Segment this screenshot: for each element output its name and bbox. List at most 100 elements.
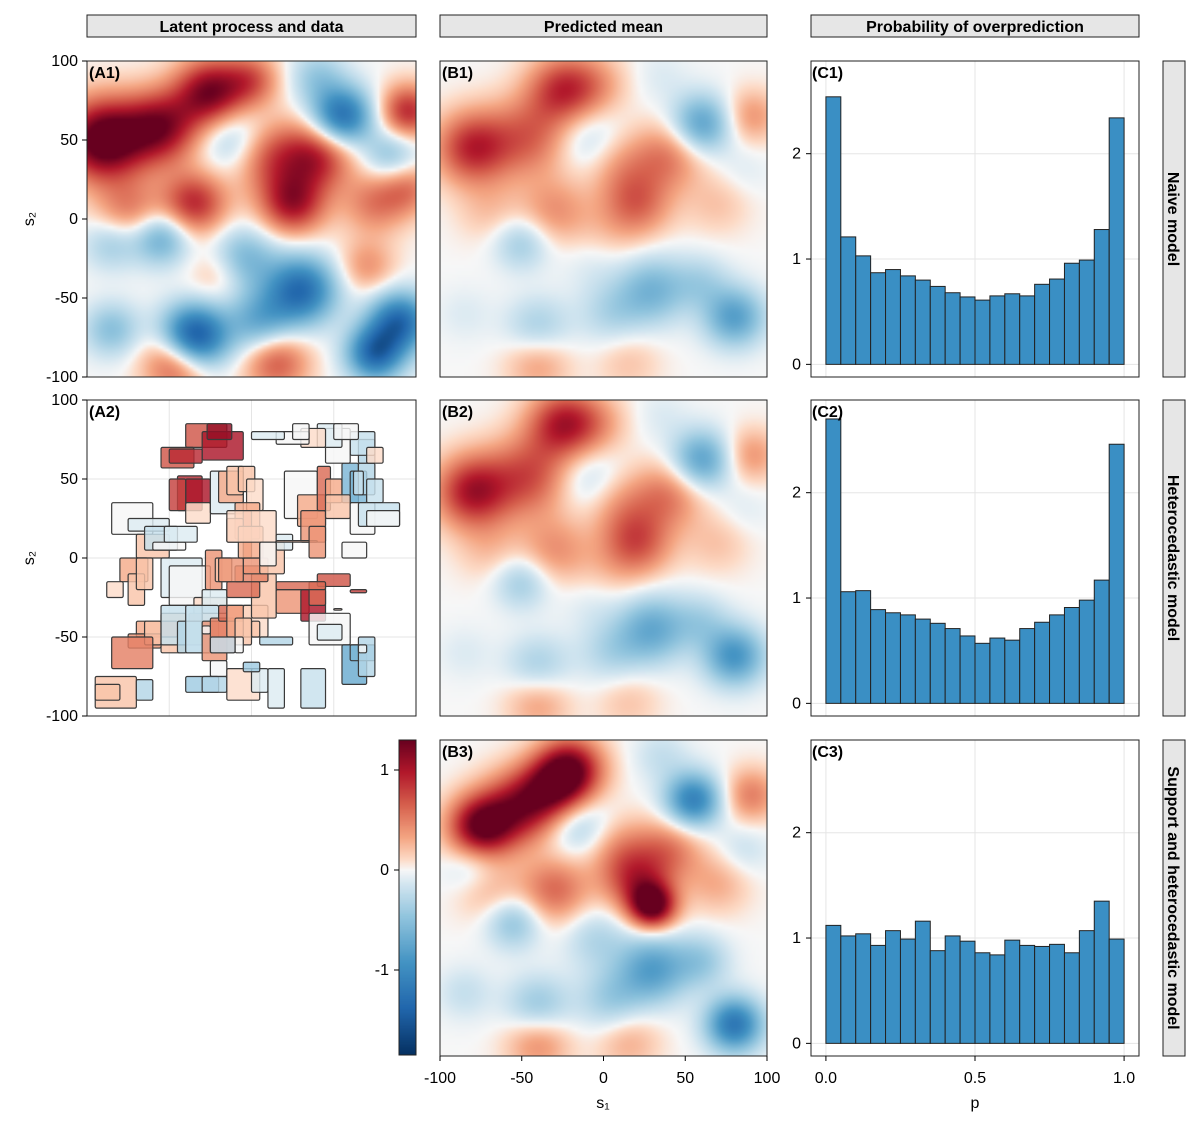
histogram-y-tick-label: 1 — [792, 251, 801, 268]
panel-label-a2: (A2) — [89, 404, 120, 421]
panel-a1: (A1) — [86, 60, 417, 378]
column-title-strips: Latent process and data Predicted mean P… — [86, 14, 1140, 38]
colorbar: 1 0 -1 — [375, 739, 417, 1056]
column-title-latent: Latent process and data — [159, 19, 343, 36]
row-title-heterocedastic: Heterocedastic model — [1164, 475, 1181, 641]
data-rectangle — [300, 667, 327, 709]
panel-a2-rects — [94, 423, 401, 709]
histogram-bar — [974, 299, 991, 365]
histogram-y-tick-label: 2 — [792, 146, 801, 163]
data-rectangle — [135, 679, 154, 701]
b3-x-tick-label: -50 — [510, 1070, 533, 1087]
data-rectangle — [185, 502, 211, 524]
histogram-bar — [1108, 443, 1125, 704]
histogram-bar — [855, 933, 872, 1044]
a2-y-tick-label: 50 — [60, 471, 78, 488]
colorbar-tick-label: 0 — [380, 862, 389, 879]
panel-b2: (B2) — [439, 399, 768, 717]
histogram-bar — [840, 236, 857, 365]
histogram-c1: 0 1 2 — [792, 60, 1140, 378]
row-title-strips: Naive model Heterocedastic model Support… — [1162, 60, 1186, 1057]
data-rectangle — [352, 470, 364, 496]
histogram-bar — [870, 944, 887, 1044]
data-rectangle — [259, 636, 294, 646]
histogram-bar — [1019, 628, 1036, 704]
histogram-bar — [1093, 579, 1110, 704]
column-strip-a — [86, 14, 417, 38]
histogram-bar — [1004, 939, 1021, 1044]
histogram-bar — [855, 255, 872, 365]
a2-y-tick-label: 100 — [51, 392, 78, 409]
colorbar-gradient — [399, 740, 416, 1055]
data-rectangle — [333, 607, 343, 611]
panel-b2-frame — [439, 399, 768, 717]
data-rectangle — [201, 625, 211, 635]
xlabel-c3: p — [971, 1095, 980, 1112]
panel-b1-frame — [439, 60, 768, 378]
histogram-y-tick-label: 0 — [792, 1035, 801, 1052]
data-rectangle — [209, 636, 236, 654]
histogram-x-tick-label: 1.0 — [1113, 1070, 1135, 1087]
histogram-bar — [885, 269, 901, 365]
column-title-predicted-mean: Predicted mean — [544, 19, 663, 36]
data-rectangle — [250, 431, 286, 441]
panel-label-b2: (B2) — [442, 404, 473, 421]
histogram-x-tick-label: 0.0 — [815, 1070, 837, 1087]
histogram-bar — [899, 938, 916, 1044]
panel-label-b3: (B3) — [442, 744, 473, 761]
data-rectangle — [316, 623, 343, 641]
row-strip-1 — [1162, 60, 1186, 378]
data-rectangle — [324, 494, 351, 520]
data-rectangle — [333, 423, 360, 441]
ylabel-a1: s₂ — [21, 212, 38, 226]
a1-y-tick-label: -100 — [46, 369, 78, 386]
a1-y-tick-label: -50 — [55, 290, 78, 307]
histogram-bar — [1063, 952, 1080, 1044]
a2-y-tick-label: -50 — [55, 629, 78, 646]
data-rectangle — [206, 423, 233, 441]
heatmap-b3 — [440, 740, 767, 1056]
histogram-bar — [1078, 259, 1095, 365]
a1-y-tick-label: 100 — [51, 53, 78, 70]
column-strip-c — [810, 14, 1140, 38]
data-rectangle — [275, 581, 327, 591]
histogram-bar — [855, 590, 872, 704]
data-rectangle — [366, 510, 401, 528]
data-rectangle — [209, 660, 228, 678]
b3-x-tick-label: -100 — [424, 1070, 456, 1087]
data-rectangle — [366, 446, 384, 464]
data-rectangle — [357, 644, 368, 654]
histogram-bar — [899, 275, 916, 365]
b3-x-tick-label: 50 — [676, 1070, 694, 1087]
data-rectangle — [267, 667, 286, 709]
data-rectangle — [349, 588, 368, 594]
histogram-bar — [1019, 944, 1036, 1044]
histogram-bar — [1034, 621, 1051, 704]
histogram-y-tick-label: 2 — [792, 485, 801, 502]
data-rectangle — [226, 510, 277, 543]
column-strip-b — [439, 14, 768, 38]
panel-a2: (A2) — [86, 399, 417, 717]
histogram-bar — [1063, 262, 1080, 365]
histogram-bar — [944, 292, 961, 365]
a1-y-tick-label: 50 — [60, 132, 78, 149]
histogram-frame — [810, 60, 1140, 378]
colorbar-tick-label: -1 — [375, 962, 389, 979]
data-rectangle — [218, 557, 244, 583]
data-rectangle — [106, 581, 124, 599]
histogram-bar — [1093, 229, 1110, 365]
histogram-bar — [870, 609, 887, 704]
data-rectangle — [111, 636, 154, 670]
column-title-probability: Probability of overprediction — [866, 19, 1084, 36]
histogram-bar — [989, 637, 1006, 704]
spatial-axes: -100 -50 0 50 100 -100 -50 0 50 100 -100 -50 0 50 100 — [46, 53, 780, 1087]
histogram-bar — [840, 935, 857, 1044]
histogram-bar — [959, 635, 976, 704]
histogram-bar — [825, 418, 842, 704]
histogram-bar — [840, 591, 857, 704]
data-rectangle — [341, 541, 368, 559]
histogram-x-tick-label: 0.5 — [964, 1070, 986, 1087]
histogram-bar — [825, 96, 842, 365]
histogram-y-tick-label: 1 — [792, 590, 801, 607]
